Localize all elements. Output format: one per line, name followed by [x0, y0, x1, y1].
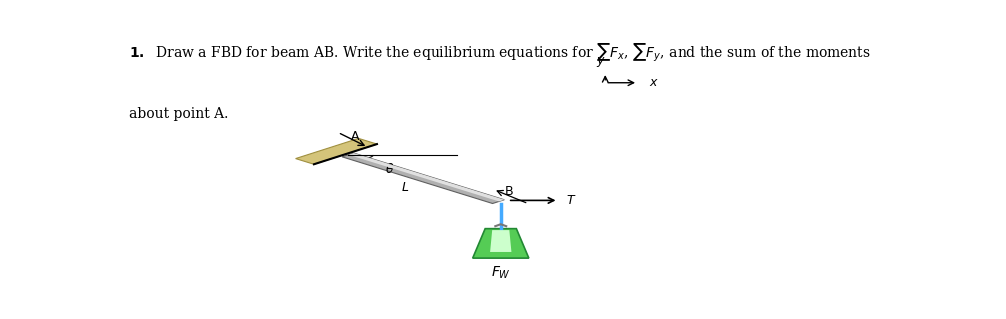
Text: $L$: $L$ — [401, 181, 409, 194]
Polygon shape — [342, 153, 504, 204]
Text: B: B — [505, 185, 513, 198]
Text: about point A.: about point A. — [129, 107, 228, 121]
Text: $\mathbf{1.}$  Draw a FBD for beam AB. Write the equilibrium equations for $\sum: $\mathbf{1.}$ Draw a FBD for beam AB. Wr… — [129, 42, 871, 64]
Text: A: A — [351, 130, 359, 143]
Polygon shape — [490, 230, 511, 252]
Text: $\theta$: $\theta$ — [385, 162, 394, 176]
Text: $T$: $T$ — [566, 194, 576, 207]
Text: $y$: $y$ — [597, 55, 607, 69]
Polygon shape — [296, 138, 377, 164]
Text: $F_W$: $F_W$ — [491, 264, 511, 281]
Polygon shape — [473, 229, 529, 258]
Text: $x$: $x$ — [649, 76, 659, 89]
Polygon shape — [348, 153, 504, 201]
